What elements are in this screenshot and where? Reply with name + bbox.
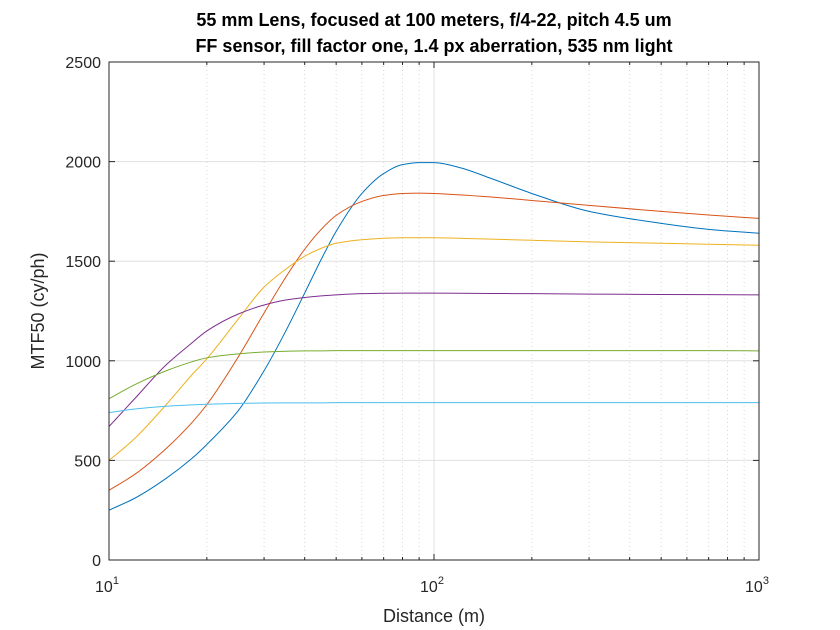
chart-title: 55 mm Lens, focused at 100 meters, f/4-2…	[196, 10, 671, 30]
x-tick-label: 101	[95, 575, 119, 596]
series-line-4	[108, 292, 760, 427]
series-line-1	[108, 162, 760, 511]
y-tick-label: 2500	[65, 55, 101, 72]
series-line-5	[108, 350, 760, 400]
tick-marks	[108, 61, 760, 561]
x-tick-exponent: 2	[438, 575, 444, 587]
series-line-2	[108, 192, 760, 491]
x-tick-label: 102	[420, 575, 444, 596]
x-tick-exponent: 1	[113, 575, 119, 587]
y-tick-label: 1000	[65, 354, 101, 371]
y-tick-label: 1500	[65, 254, 101, 271]
x-tick-base: 10	[420, 579, 438, 596]
chart-subtitle: FF sensor, fill factor one, 1.4 px aberr…	[195, 36, 672, 56]
y-tick-label: 2000	[65, 155, 101, 172]
x-tick-base: 10	[95, 579, 113, 596]
y-tick-label: 0	[92, 553, 101, 570]
series-lines	[108, 162, 760, 511]
x-tick-exponent: 3	[763, 575, 769, 587]
series-line-6	[108, 402, 759, 414]
x-axis-label: Distance (m)	[383, 606, 485, 626]
x-tick-labels: 101 102 103	[95, 575, 769, 596]
y-axis-label: MTF50 (cy/ph)	[28, 252, 48, 369]
series-line-3	[108, 237, 760, 461]
y-tick-label: 500	[74, 453, 101, 470]
x-tick-base: 10	[745, 579, 763, 596]
x-tick-label: 103	[745, 575, 769, 596]
y-tick-labels: 0 500 1000 1500 2000 2500	[65, 55, 101, 570]
